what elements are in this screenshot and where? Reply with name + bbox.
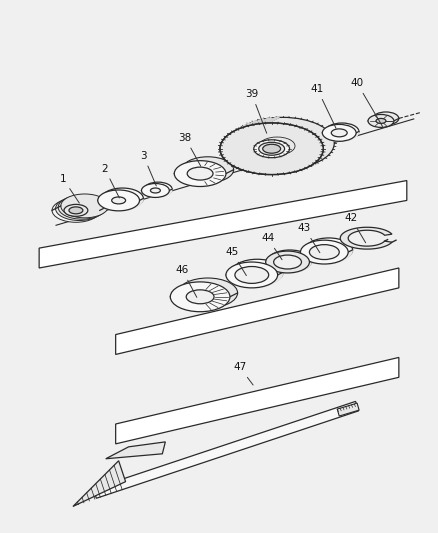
Polygon shape xyxy=(106,442,165,459)
Ellipse shape xyxy=(174,160,226,187)
Ellipse shape xyxy=(69,207,83,214)
Polygon shape xyxy=(337,403,359,416)
Text: 2: 2 xyxy=(102,164,120,198)
Ellipse shape xyxy=(102,188,143,209)
Ellipse shape xyxy=(376,118,386,124)
Polygon shape xyxy=(242,165,257,171)
Polygon shape xyxy=(116,268,399,354)
Ellipse shape xyxy=(182,157,233,183)
Polygon shape xyxy=(220,144,231,152)
Ellipse shape xyxy=(141,183,170,197)
Text: 47: 47 xyxy=(233,362,253,385)
Ellipse shape xyxy=(144,182,172,196)
Ellipse shape xyxy=(178,278,237,308)
Ellipse shape xyxy=(186,290,214,304)
Text: 38: 38 xyxy=(179,133,201,166)
Ellipse shape xyxy=(305,238,353,262)
Polygon shape xyxy=(236,162,250,169)
Polygon shape xyxy=(39,181,407,268)
Polygon shape xyxy=(226,129,240,136)
Ellipse shape xyxy=(52,198,100,222)
Polygon shape xyxy=(116,358,399,444)
Polygon shape xyxy=(236,123,250,130)
Text: 3: 3 xyxy=(140,151,156,186)
Polygon shape xyxy=(265,117,279,123)
Text: 1: 1 xyxy=(60,174,79,203)
Ellipse shape xyxy=(254,140,290,158)
Ellipse shape xyxy=(98,190,140,211)
Ellipse shape xyxy=(235,266,268,284)
Polygon shape xyxy=(221,136,233,144)
Ellipse shape xyxy=(276,254,304,268)
Polygon shape xyxy=(93,401,359,498)
Polygon shape xyxy=(257,118,272,124)
Ellipse shape xyxy=(220,123,323,175)
Polygon shape xyxy=(231,159,244,166)
Ellipse shape xyxy=(112,197,126,204)
Ellipse shape xyxy=(153,187,163,191)
Ellipse shape xyxy=(268,250,311,272)
Ellipse shape xyxy=(331,129,347,137)
Polygon shape xyxy=(340,227,392,249)
Ellipse shape xyxy=(150,188,160,193)
Polygon shape xyxy=(220,140,231,148)
Ellipse shape xyxy=(265,134,300,152)
Ellipse shape xyxy=(325,123,359,140)
Polygon shape xyxy=(226,156,240,163)
Ellipse shape xyxy=(195,163,221,176)
Ellipse shape xyxy=(231,117,334,169)
Polygon shape xyxy=(223,133,236,140)
Text: 42: 42 xyxy=(345,213,366,243)
Ellipse shape xyxy=(116,195,129,202)
Ellipse shape xyxy=(300,240,348,264)
Text: 46: 46 xyxy=(176,265,197,297)
Text: 39: 39 xyxy=(245,89,267,133)
Polygon shape xyxy=(249,166,264,173)
Text: 40: 40 xyxy=(350,78,382,126)
Ellipse shape xyxy=(64,204,88,216)
Ellipse shape xyxy=(263,144,281,153)
Ellipse shape xyxy=(309,245,339,260)
Ellipse shape xyxy=(274,255,301,269)
Ellipse shape xyxy=(266,251,309,273)
Ellipse shape xyxy=(170,282,230,312)
Ellipse shape xyxy=(373,112,399,125)
Text: 41: 41 xyxy=(311,84,336,128)
Ellipse shape xyxy=(187,167,213,180)
Polygon shape xyxy=(220,117,279,174)
Ellipse shape xyxy=(226,262,278,288)
Ellipse shape xyxy=(240,264,274,280)
Ellipse shape xyxy=(56,197,103,221)
Polygon shape xyxy=(257,168,272,174)
Text: 43: 43 xyxy=(298,223,320,253)
Polygon shape xyxy=(73,461,126,506)
Polygon shape xyxy=(221,148,233,156)
Ellipse shape xyxy=(368,115,394,127)
Polygon shape xyxy=(249,119,264,125)
Ellipse shape xyxy=(58,195,106,219)
Polygon shape xyxy=(242,121,257,127)
Text: 45: 45 xyxy=(225,247,246,276)
Ellipse shape xyxy=(231,259,283,285)
Ellipse shape xyxy=(259,142,285,155)
Ellipse shape xyxy=(334,127,350,135)
Text: 44: 44 xyxy=(261,233,282,260)
Polygon shape xyxy=(231,126,244,133)
Ellipse shape xyxy=(314,243,343,257)
Polygon shape xyxy=(265,169,279,174)
Ellipse shape xyxy=(194,286,222,300)
Ellipse shape xyxy=(322,124,356,141)
Ellipse shape xyxy=(61,194,109,218)
Polygon shape xyxy=(223,152,236,159)
